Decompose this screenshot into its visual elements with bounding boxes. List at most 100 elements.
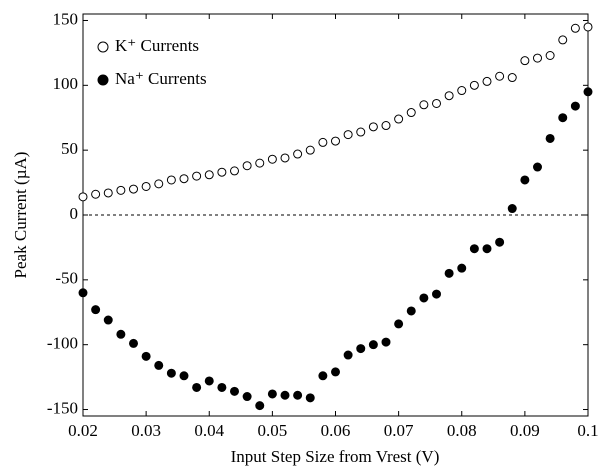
data-point	[116, 329, 126, 339]
data-point	[331, 136, 340, 146]
data-point	[78, 288, 88, 298]
y-axis-label: Peak Current (µA)	[11, 152, 30, 279]
data-point	[432, 98, 441, 108]
data-point	[507, 204, 517, 214]
data-point	[267, 154, 277, 164]
data-point	[533, 53, 542, 63]
legend-label: K⁺ Currents	[115, 36, 199, 55]
data-point	[469, 244, 479, 254]
data-point	[141, 351, 151, 361]
data-point	[545, 133, 555, 143]
data-point	[381, 337, 391, 347]
data-point	[495, 71, 505, 81]
data-point	[545, 50, 555, 60]
y-tick-label: 0	[70, 204, 79, 223]
data-point	[394, 319, 404, 329]
data-point	[570, 23, 580, 33]
data-point	[129, 338, 138, 348]
x-tick-label: 0.02	[68, 421, 98, 440]
data-point	[343, 130, 353, 140]
data-point	[507, 73, 517, 83]
data-point	[192, 171, 202, 181]
x-tick-label: 0.09	[510, 421, 540, 440]
data-point	[103, 315, 113, 325]
data-point	[280, 390, 290, 400]
data-point	[129, 184, 138, 194]
data-point	[457, 263, 467, 273]
data-point	[394, 114, 404, 124]
data-point	[204, 170, 214, 180]
data-point	[520, 56, 530, 66]
data-point	[570, 101, 580, 111]
x-tick-label: 0.03	[131, 421, 161, 440]
data-point	[558, 113, 568, 123]
data-point	[558, 35, 568, 45]
data-point	[305, 393, 315, 403]
data-point	[368, 340, 378, 350]
data-point	[141, 181, 151, 191]
data-point	[457, 86, 467, 96]
x-tick-label: 0.04	[194, 421, 224, 440]
data-point	[103, 188, 113, 198]
data-point	[583, 22, 593, 32]
data-point	[255, 158, 265, 168]
x-tick-label: 0.08	[447, 421, 477, 440]
data-point	[305, 145, 315, 155]
data-point	[343, 350, 353, 360]
data-point	[419, 293, 429, 303]
data-point	[255, 401, 265, 411]
data-point	[293, 390, 303, 400]
data-point	[356, 127, 366, 137]
data-point	[533, 162, 542, 172]
data-point	[230, 386, 239, 396]
data-point	[495, 237, 505, 247]
y-tick-label: 100	[53, 74, 79, 93]
data-point	[154, 179, 164, 189]
data-point	[204, 376, 214, 386]
data-point	[217, 382, 227, 392]
data-point	[482, 76, 492, 86]
data-point	[520, 175, 530, 185]
data-point	[469, 80, 479, 90]
data-point	[217, 167, 227, 177]
data-point	[482, 244, 492, 254]
x-tick-label: 0.05	[258, 421, 288, 440]
data-point	[583, 87, 593, 97]
data-point	[318, 371, 328, 381]
data-point	[179, 371, 189, 381]
data-point	[419, 100, 429, 110]
data-point	[116, 185, 126, 195]
data-point	[444, 91, 454, 101]
data-point	[280, 153, 290, 163]
data-point	[406, 306, 416, 316]
y-tick-label: -150	[47, 398, 78, 417]
data-point	[318, 137, 328, 147]
data-point	[267, 389, 277, 399]
data-point	[381, 121, 391, 131]
data-point	[192, 382, 202, 392]
data-point	[242, 392, 252, 402]
data-point	[179, 174, 189, 184]
data-point	[91, 189, 101, 199]
y-tick-label: -100	[47, 334, 78, 353]
data-point	[356, 344, 366, 354]
data-point	[230, 166, 239, 176]
x-tick-label: 0.07	[384, 421, 414, 440]
x-axis-label: Input Step Size from Vrest (V)	[231, 447, 440, 466]
x-tick-label: 0.1	[577, 421, 598, 440]
data-point	[242, 161, 252, 171]
data-point	[78, 192, 88, 202]
y-tick-label: 50	[61, 139, 78, 158]
x-tick-label: 0.06	[321, 421, 351, 440]
data-point	[444, 268, 454, 278]
legend-label: Na⁺ Currents	[115, 69, 207, 88]
data-point	[368, 122, 378, 132]
legend-marker	[97, 74, 109, 86]
data-point	[432, 289, 441, 299]
data-point	[331, 367, 340, 377]
data-point	[91, 305, 101, 315]
legend-marker	[97, 41, 109, 53]
data-point	[406, 108, 416, 118]
data-point	[154, 360, 164, 370]
